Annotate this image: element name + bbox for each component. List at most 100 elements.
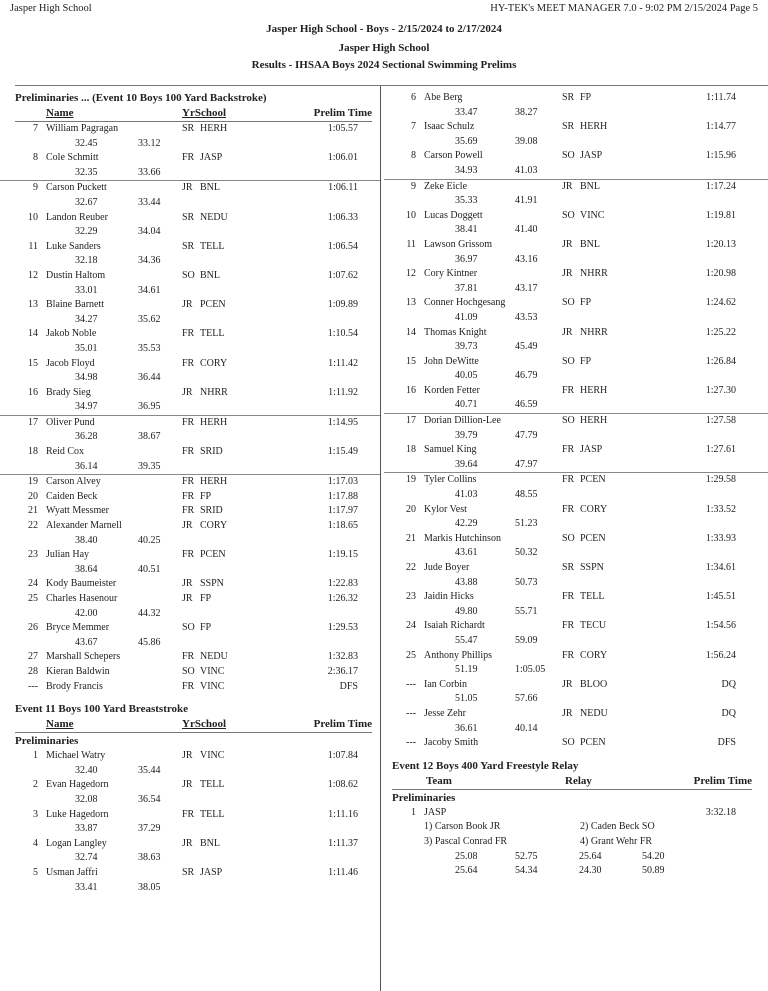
place: 20 [406,503,416,515]
split-time: 25.08 [455,850,478,862]
split-row: 38.40 40.25 [0,534,380,549]
prelim-time: 1:06.11 [328,182,358,194]
school: JASP [200,866,223,878]
place: 18 [28,446,38,458]
event-10-column-headers: Name YrSchool Prelim Time [15,106,372,122]
year: SR [182,240,195,252]
swimmer-name: Jacob Floyd [46,357,95,369]
split-time: 40.05 [455,370,478,382]
year: JR [182,299,193,311]
school: JASP [200,152,223,164]
prelim-time: DFS [339,680,358,692]
school: NEDU [200,651,228,663]
split-row: 40.71 46.59 [384,398,768,415]
split-row: 43.61 50.32 [384,546,768,561]
col-yrschool: YrSchool [182,718,226,731]
swimmer-name: Jesse Zehr [424,707,466,719]
year: FR [182,505,195,517]
swimmer-name: Conner Hochgesang [424,297,506,309]
school: TELL [580,591,605,603]
year: JR [182,837,193,849]
swimmer-name: Tyler Collins [424,474,477,486]
result-row: 9 Zeke Eicle JR BNL 1:17.24 [384,180,768,195]
prelim-time: 1:06.33 [327,211,358,223]
place: 9 [33,182,38,194]
place: 15 [28,357,38,369]
place: 4 [33,837,38,849]
result-row: 28 Kieran Baldwin SO VINC 2:36.17 [0,665,380,680]
split-time: 47.79 [515,429,538,441]
school: NEDU [200,211,228,223]
prelim-time: 1:09.89 [327,299,358,311]
split-row: 33.87 37.29 [0,822,380,837]
split-row: 51.19 1:05.05 [384,663,768,678]
year: SO [182,622,195,634]
school: TELL [200,779,225,791]
result-row: 17 Oliver Pund FR HERH 1:14.95 [0,416,380,431]
year: FR [562,474,575,486]
prelim-time: 1:25.22 [705,326,736,338]
prelim-time: 1:27.58 [705,415,736,427]
split-row: 33.01 34.61 [0,284,380,299]
results-title: Results - IHSAA Boys 2024 Sectional Swim… [251,59,517,71]
prelim-time: 1:29.53 [327,622,358,634]
result-row: 5 Usman Jaffri SR JASP 1:11.46 [0,866,380,881]
split-time: 43.67 [75,636,98,648]
school: SSPN [580,562,604,573]
year: FR [182,416,195,428]
split-row: 51.05 57.66 [384,692,768,707]
result-row: 12 Dustin Haltom SO BNL 1:07.62 [0,269,380,284]
event-11-results-left: 1 Michael Watry JR VINC 1:07.84 32.40 35.44 2 Ev… [0,749,380,895]
prelim-time: DQ [721,678,736,690]
split-row: 35.01 35.53 [0,342,380,357]
split-time: 55.47 [455,634,478,646]
swimmer-name: Alexander Marnell [46,520,122,532]
year: SO [562,297,575,309]
place: 21 [28,505,38,517]
split-time: 33.87 [75,823,98,835]
swimmer-name: Carson Alvey [46,476,101,488]
swimmer-name: Charles Hasenour [46,593,118,604]
school: FP [200,622,212,634]
place: 10 [28,211,38,223]
prelim-time: 1:20.13 [705,238,736,250]
swimmer-name: Brody Francis [46,680,103,692]
split-time: 36.28 [75,431,98,443]
result-row: 18 Reid Cox FR SRID 1:15.49 [0,445,380,460]
school: TECU [580,620,607,632]
school: BNL [200,269,220,281]
split-time: 49.80 [455,605,478,617]
year: FR [182,328,195,340]
split-time: 40.71 [455,399,478,411]
page-title: Jasper High School - Boys - 2/15/2024 to… [266,23,502,35]
result-row: 7 Isaac Schulz SR HERH 1:14.77 [384,120,768,135]
relay-swimmer: 4) Grant Wehr FR [580,835,653,847]
prelim-time: 1:17.03 [327,476,358,488]
school: NHRR [580,268,608,280]
result-row: 8 Carson Powell SO JASP 1:15.96 [384,149,768,164]
place: 2 [33,779,38,791]
result-row: --- Jacoby Smith SO PCEN DFS [384,736,768,751]
split-row: 36.28 38.67 [0,430,380,445]
prelim-time: 1:11.16 [328,808,358,820]
swimmer-name: Jaidin Hicks [424,591,474,603]
split-time: 36.44 [138,372,161,384]
prelim-time: 1:32.83 [327,651,358,663]
relay-row: 1 JASP 3:32.18 [384,806,768,821]
year: FR [182,446,195,458]
place: 14 [406,326,416,338]
swimmer-name: Isaiah Richardt [424,620,485,632]
split-time: 45.86 [138,636,161,648]
split-row: 36.61 40.14 [384,722,768,737]
school: CORY [580,503,608,515]
year: JR [562,326,573,338]
split-time: 51.23 [515,518,538,530]
column-divider [380,86,381,991]
prelim-time: 1:33.93 [705,532,736,544]
prelim-time: 1:22.83 [327,578,358,590]
school: FP [200,490,212,502]
split-time: 59.09 [515,634,538,646]
place: 13 [406,297,416,309]
swimmer-name: Luke Sanders [46,240,101,252]
prelim-time: DQ [721,707,736,719]
